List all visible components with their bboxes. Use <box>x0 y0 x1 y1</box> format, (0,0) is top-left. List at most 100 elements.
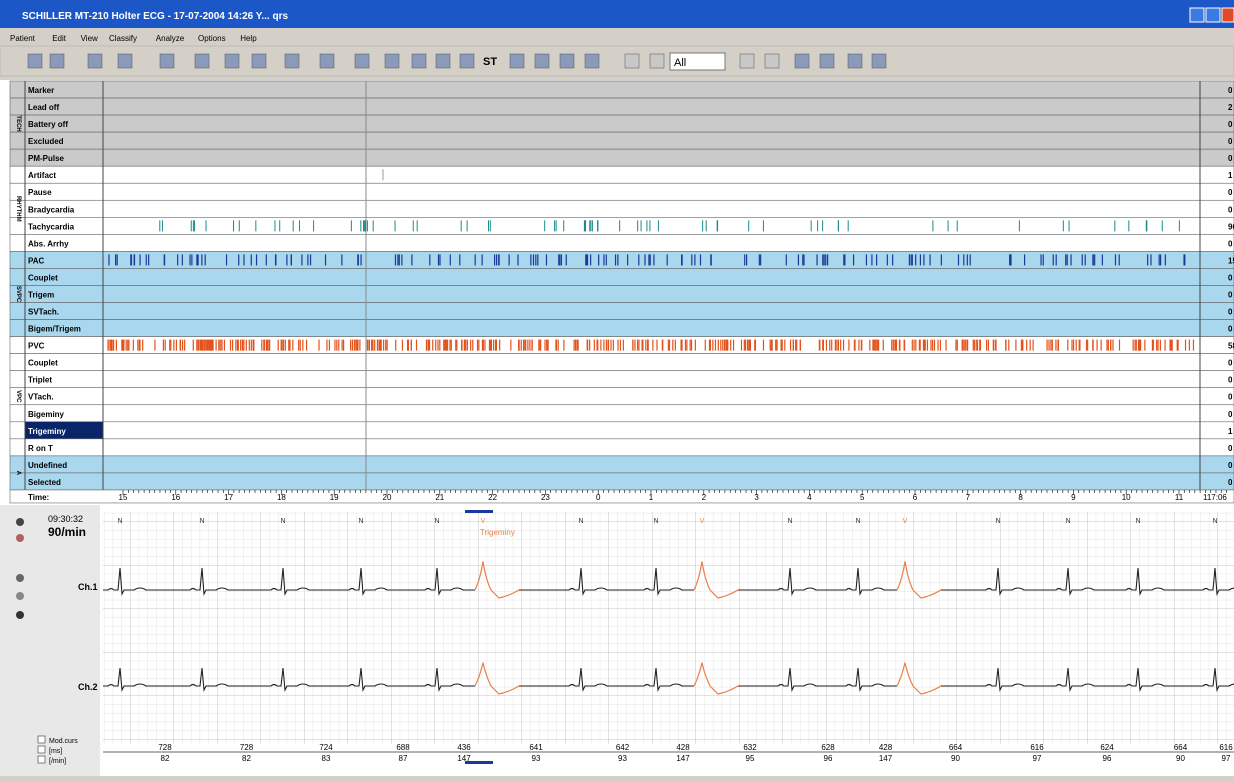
row-label[interactable]: Bigem/Trigem <box>28 325 81 334</box>
rr-bpm: 147 <box>676 754 690 763</box>
row-label[interactable]: VTach. <box>28 393 54 402</box>
menu-item[interactable]: Patient <box>10 34 36 43</box>
toolbar-icon[interactable] <box>459 53 475 69</box>
toolbar-icon[interactable] <box>411 53 427 69</box>
rr-ms: 724 <box>319 743 333 752</box>
row-label[interactable]: Trigeminy <box>28 427 66 436</box>
checkbox[interactable] <box>37 745 46 754</box>
rr-ms: 436 <box>457 743 471 752</box>
row-bg <box>9 285 1234 303</box>
hour-label: 9 <box>1071 493 1076 502</box>
toolbar-icon[interactable] <box>584 53 600 69</box>
maximize-button[interactable] <box>1205 7 1221 23</box>
toolbar-icon[interactable] <box>224 53 240 69</box>
menu-item[interactable]: Help <box>240 34 257 43</box>
menu-item[interactable]: Options <box>198 34 226 43</box>
row-count: 0 <box>1228 154 1233 163</box>
tool-icon[interactable] <box>16 534 24 542</box>
toolbar-icon[interactable] <box>739 53 755 69</box>
checkbox[interactable] <box>37 735 46 744</box>
row-count: 1 <box>1228 171 1233 180</box>
row-bg <box>9 80 1234 99</box>
toolbar-icon[interactable] <box>819 53 835 69</box>
beat-label: N <box>358 518 363 525</box>
rr-ms: 628 <box>821 743 835 752</box>
ecg-sidebar <box>0 505 100 776</box>
row-label[interactable]: Tachycardia <box>28 222 75 231</box>
st-button[interactable]: ST <box>483 56 497 68</box>
toolbar-icon[interactable] <box>384 53 400 69</box>
row-bg <box>9 165 1234 184</box>
menu-item[interactable]: View <box>81 34 98 43</box>
toolbar-icon[interactable] <box>871 53 887 69</box>
row-label[interactable]: R on T <box>28 444 53 453</box>
beat-label: V <box>903 518 908 525</box>
rr-bpm: 96 <box>824 754 833 763</box>
row-label[interactable]: Undefined <box>28 461 67 470</box>
toolbar-icon[interactable] <box>794 53 810 69</box>
toolbar-icon[interactable] <box>194 53 210 69</box>
rr-bpm: 93 <box>532 754 541 763</box>
row-label[interactable]: PM-Pulse <box>28 154 65 163</box>
checkbox-label: [ms] <box>49 748 62 755</box>
toolbar-icon[interactable] <box>49 53 65 69</box>
hour-label: 23 <box>541 493 550 502</box>
menu-item[interactable]: Analyze <box>156 34 185 43</box>
row-label[interactable]: Couplet <box>28 359 58 368</box>
row-label[interactable]: Lead off <box>28 103 59 112</box>
tool-icon[interactable] <box>16 574 24 582</box>
toolbar-icon[interactable] <box>847 53 863 69</box>
row-count: 0 <box>1228 410 1233 419</box>
toolbar-icon[interactable] <box>251 53 267 69</box>
tool-icon[interactable] <box>16 518 24 526</box>
checkbox[interactable] <box>37 755 46 764</box>
toolbar-icon[interactable] <box>435 53 451 69</box>
row-label[interactable]: Battery off <box>28 120 68 129</box>
group-label: TECH <box>15 115 21 131</box>
menu-item[interactable]: Edit <box>52 34 67 43</box>
rr-ms: 728 <box>158 743 172 752</box>
row-count: 1 <box>1228 427 1233 436</box>
toolbar-icon[interactable] <box>319 53 335 69</box>
tool-icon[interactable] <box>16 611 24 619</box>
rr-ms: 664 <box>1174 743 1188 752</box>
toolbar-icon[interactable] <box>284 53 300 69</box>
row-bg <box>9 268 1234 286</box>
row-label[interactable]: Bigeminy <box>28 410 65 419</box>
row-label[interactable]: Couplet <box>28 273 58 282</box>
row-label[interactable]: Artifact <box>28 171 56 180</box>
row-label[interactable]: PVC <box>28 342 45 351</box>
row-label[interactable]: SVTach. <box>28 308 59 317</box>
time-row <box>9 489 1234 504</box>
toolbar-icon[interactable] <box>624 53 640 69</box>
row-label[interactable]: Pause <box>28 188 52 197</box>
close-button[interactable] <box>1221 7 1234 23</box>
row-label[interactable]: PAC <box>28 256 45 265</box>
toolbar-icon[interactable] <box>159 53 175 69</box>
time-total: 117:06 <box>1203 493 1227 502</box>
minimize-button[interactable] <box>1189 7 1205 23</box>
row-bg <box>9 404 1234 423</box>
row-label[interactable]: Abs. Arrhy <box>28 239 69 248</box>
row-label[interactable]: Excluded <box>28 137 64 146</box>
toolbar-icon[interactable] <box>559 53 575 69</box>
toolbar-icon[interactable] <box>534 53 550 69</box>
row-bg <box>9 199 1234 218</box>
group-label: VPC <box>15 390 21 403</box>
toolbar-icon[interactable] <box>87 53 103 69</box>
menu-item[interactable]: Classify <box>109 34 137 43</box>
row-label[interactable]: Trigem <box>28 290 54 299</box>
toolbar-icon[interactable] <box>649 53 665 69</box>
tool-icon[interactable] <box>16 592 24 600</box>
filter-select[interactable] <box>669 52 726 71</box>
toolbar-icon[interactable] <box>764 53 780 69</box>
row-label[interactable]: Triplet <box>28 376 52 385</box>
row-label[interactable]: Selected <box>28 478 61 487</box>
row-label[interactable]: Marker <box>28 86 54 95</box>
toolbar-icon[interactable] <box>354 53 370 69</box>
toolbar-icon[interactable] <box>27 53 43 69</box>
toolbar-icon[interactable] <box>509 53 525 69</box>
row-label[interactable]: Bradycardia <box>28 205 75 214</box>
toolbar-icon[interactable] <box>117 53 133 69</box>
ecg-strip: Ch.1 Ch.2 N N N N N V N N V N N V N N N N Trigeminy 728 82 72… <box>16 510 1234 765</box>
